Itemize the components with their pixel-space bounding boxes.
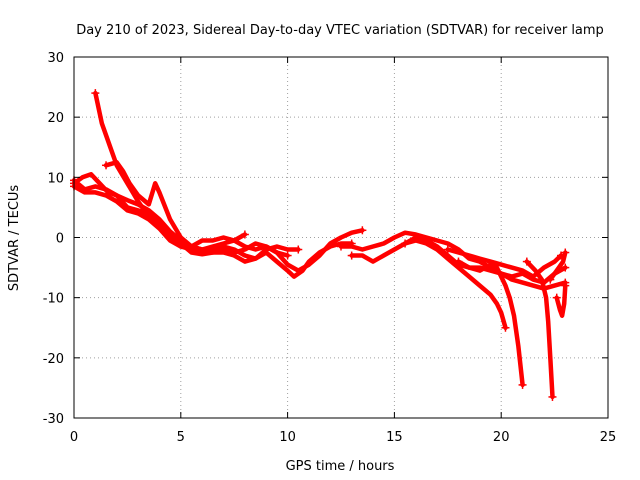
axis-ticks <box>73 56 609 419</box>
series-line-track-8 <box>402 238 508 331</box>
y-tick-label: 20 <box>47 111 64 126</box>
series-line-track-9 <box>456 259 525 388</box>
y-tick-label: 30 <box>47 51 64 66</box>
data-point <box>283 251 292 260</box>
data-point <box>443 245 452 254</box>
data-point <box>294 245 303 254</box>
series-line-track-2 <box>71 178 290 258</box>
data-point <box>358 226 367 235</box>
y-tick-label: 0 <box>56 232 64 247</box>
series-line-track-7 <box>338 230 568 291</box>
y-axis-label: SDTVAR / TECUs <box>7 185 22 292</box>
x-tick-label: 20 <box>493 430 510 445</box>
series-line-track-5 <box>103 160 354 279</box>
data-point <box>552 293 561 302</box>
data-point <box>401 239 410 248</box>
data-point <box>240 230 249 239</box>
data-point <box>501 323 510 332</box>
x-tick-label: 25 <box>600 430 617 445</box>
data-point <box>91 89 100 98</box>
x-axis-label: GPS time / hours <box>286 459 395 474</box>
data-point <box>337 242 345 251</box>
data-point <box>561 263 570 272</box>
x-tick-label: 0 <box>70 430 78 445</box>
y-tick-label: 10 <box>47 171 64 186</box>
data-point <box>454 257 463 266</box>
x-tick-label: 5 <box>177 430 185 445</box>
x-tick-label: 15 <box>386 430 403 445</box>
data-point <box>102 161 111 170</box>
data-point <box>561 281 570 290</box>
y-tick-label: -20 <box>43 352 64 367</box>
data-point <box>522 257 531 266</box>
data-point <box>548 392 557 401</box>
data-series <box>70 89 570 401</box>
y-tick-label: -10 <box>43 292 64 307</box>
series-line-track-12 <box>548 250 568 282</box>
series-line-track-1 <box>71 172 248 252</box>
data-point <box>546 275 555 284</box>
x-tick-label: 10 <box>279 430 296 445</box>
chart-title: Day 210 of 2023, Sidereal Day-to-day VTE… <box>76 23 604 38</box>
series-line-track-11 <box>524 259 555 400</box>
data-point <box>347 251 356 260</box>
data-point <box>518 380 527 389</box>
series-line-track-13 <box>554 283 568 318</box>
data-point <box>561 248 570 257</box>
tick-labels: 0 5 10 15 20 25 -30 -20 -10 0 10 20 30 <box>43 51 617 445</box>
series-line-track-4 <box>93 90 365 273</box>
y-tick-label: -30 <box>43 412 64 427</box>
series-line-track-10 <box>445 247 564 279</box>
